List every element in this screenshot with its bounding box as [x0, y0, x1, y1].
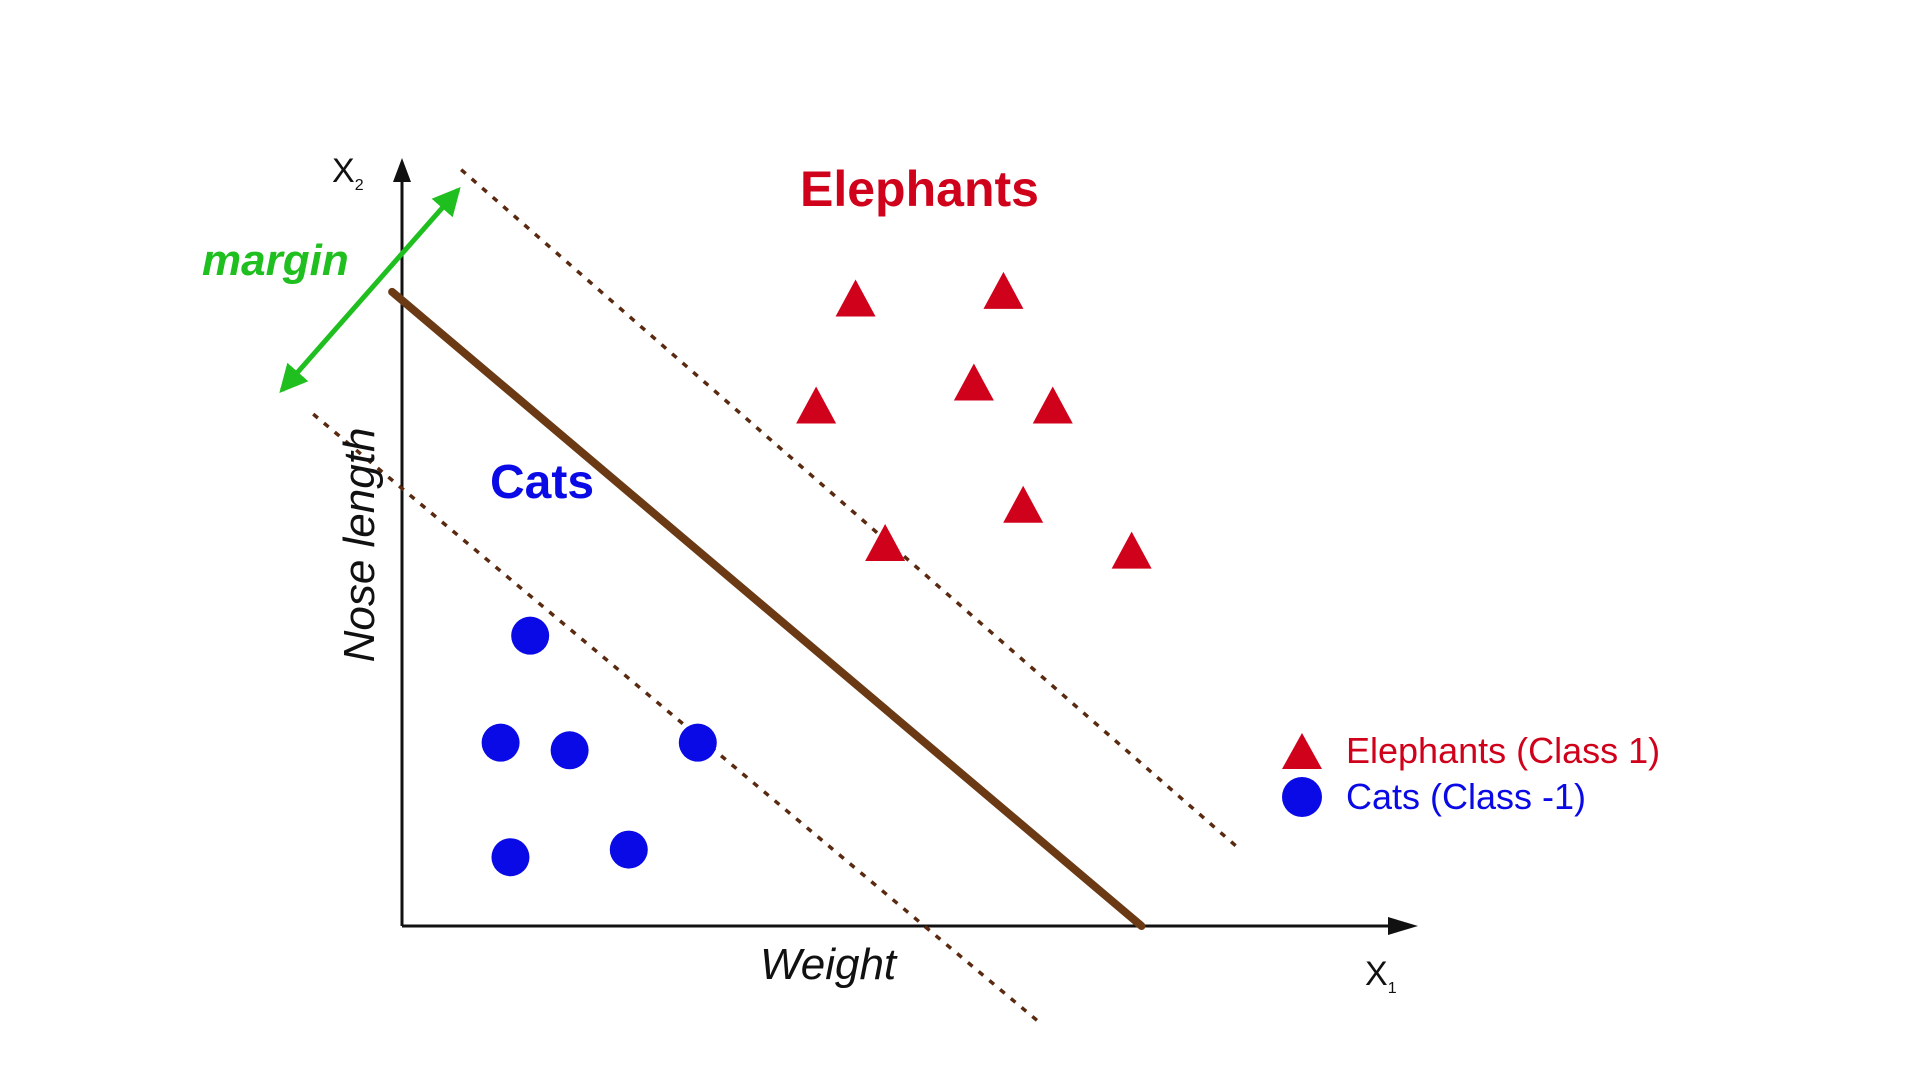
elephant-point: [835, 279, 876, 317]
cat-point: [511, 616, 550, 655]
lower-margin-line: [312, 412, 1045, 1027]
legend-item-cats: Cats (Class -1): [1280, 774, 1660, 820]
elephant-point: [1111, 531, 1152, 569]
margin-label: margin: [202, 236, 349, 285]
cat-point: [481, 723, 520, 762]
cat-point: [550, 731, 589, 770]
x-axis-symbol-letter: X: [1365, 955, 1388, 993]
elephant-point: [953, 363, 994, 401]
elephant-point: [1032, 386, 1073, 424]
cat-point: [491, 838, 530, 877]
x-axis-symbol-sub: 1: [1387, 979, 1397, 997]
triangle-icon: [1282, 733, 1322, 769]
decision-boundary-line: [388, 287, 1146, 930]
x-axis-symbol: X1: [1365, 955, 1397, 998]
legend-label-elephants: Elephants (Class 1): [1346, 730, 1661, 771]
elephant-point: [865, 524, 906, 561]
elephants-title: Elephants: [800, 161, 1039, 217]
x-axis-arrowhead: [1388, 917, 1418, 935]
cats-title: Cats: [490, 456, 595, 509]
margin-arrow: [279, 186, 461, 394]
cat-point: [678, 723, 717, 762]
legend-label-cats: Cats (Class -1): [1346, 776, 1587, 817]
y-axis-symbol-sub: 2: [354, 176, 364, 194]
elephant-point: [796, 386, 837, 424]
legend-item-elephants: Elephants (Class 1): [1280, 728, 1660, 774]
circle-icon: [1282, 777, 1322, 817]
elephant-point: [1003, 485, 1044, 523]
y-axis-arrowhead: [393, 158, 411, 182]
y-axis-symbol-letter: X: [332, 152, 355, 190]
elephant-point: [983, 271, 1024, 309]
data-points: [481, 271, 1152, 877]
cat-point: [609, 830, 648, 869]
y-axis-label: Nose length: [335, 427, 384, 663]
upper-margin-line: [460, 168, 1242, 851]
y-axis-symbol: X2: [332, 152, 364, 195]
legend: Elephants (Class 1) Cats (Class -1): [1280, 728, 1660, 820]
x-axis-label: Weight: [760, 940, 897, 989]
